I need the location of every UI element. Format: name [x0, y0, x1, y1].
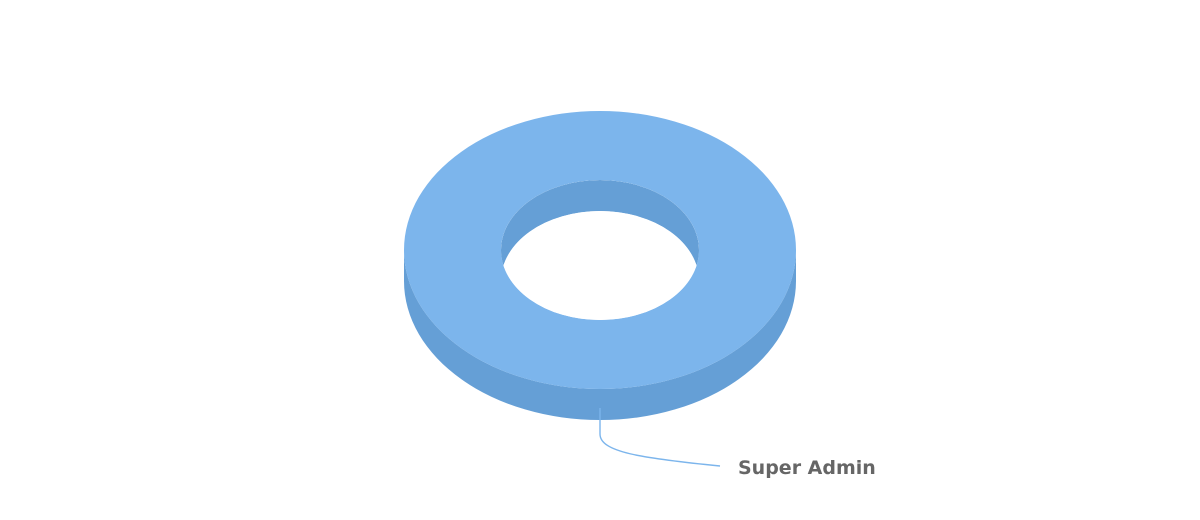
- labels-layer: Super Admin: [599, 408, 876, 479]
- slices-layer: [404, 111, 796, 420]
- label-connector: [599, 408, 721, 467]
- donut-outer-side: [404, 250, 796, 420]
- donut-inner-side: [501, 180, 699, 281]
- slice-label: Super Admin: [738, 457, 876, 479]
- donut-slice-super-admin: [404, 111, 796, 389]
